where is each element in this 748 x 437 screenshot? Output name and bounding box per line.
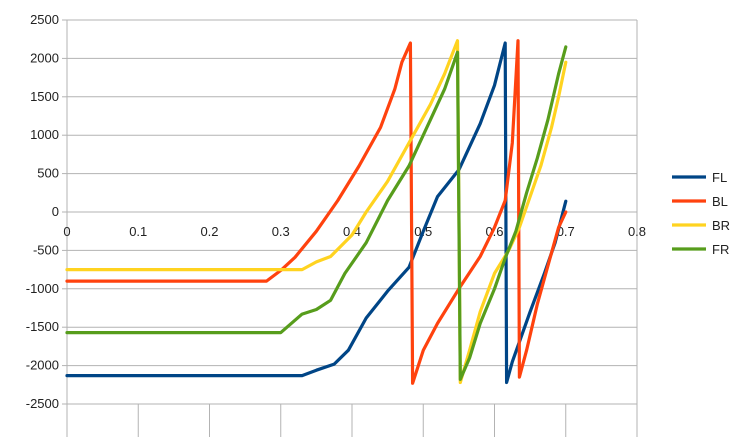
y-tick-label: -2500 [26, 396, 59, 411]
series-line-br [65, 39, 568, 385]
x-tick-label: 0.8 [628, 224, 646, 239]
x-tick-label: 0.1 [129, 224, 147, 239]
y-tick-label: 1000 [30, 127, 59, 142]
legend-label-fl: FL [712, 170, 727, 185]
y-tick-label: -1500 [26, 319, 59, 334]
legend-label-bl: BL [712, 194, 728, 209]
series-line-fr [65, 45, 568, 381]
legend: FL BL BR FR [672, 170, 730, 257]
series-line-fl [65, 41, 568, 385]
tick-labels: 2500 2000 1500 1000 500 0 -500 -1000 -1500 -2000 -… [26, 12, 646, 411]
x-tick-label: 0 [63, 224, 70, 239]
y-tick-label: 1500 [30, 89, 59, 104]
y-tick-label: 0 [52, 204, 59, 219]
series-lines [65, 39, 568, 385]
x-tick-label: 0.2 [200, 224, 218, 239]
gridlines [62, 19, 638, 437]
y-tick-label: 2000 [30, 50, 59, 65]
legend-label-fr: FR [712, 242, 729, 257]
y-tick-label: -1000 [26, 281, 59, 296]
x-tick-label: 0.3 [272, 224, 290, 239]
y-tick-label: 2500 [30, 12, 59, 27]
series-line-bl [65, 39, 568, 385]
y-tick-label: 500 [37, 166, 59, 181]
y-tick-label: -500 [33, 242, 59, 257]
legend-label-br: BR [712, 218, 730, 233]
y-tick-label: -2000 [26, 358, 59, 373]
x-tick-label: 0.7 [557, 224, 575, 239]
